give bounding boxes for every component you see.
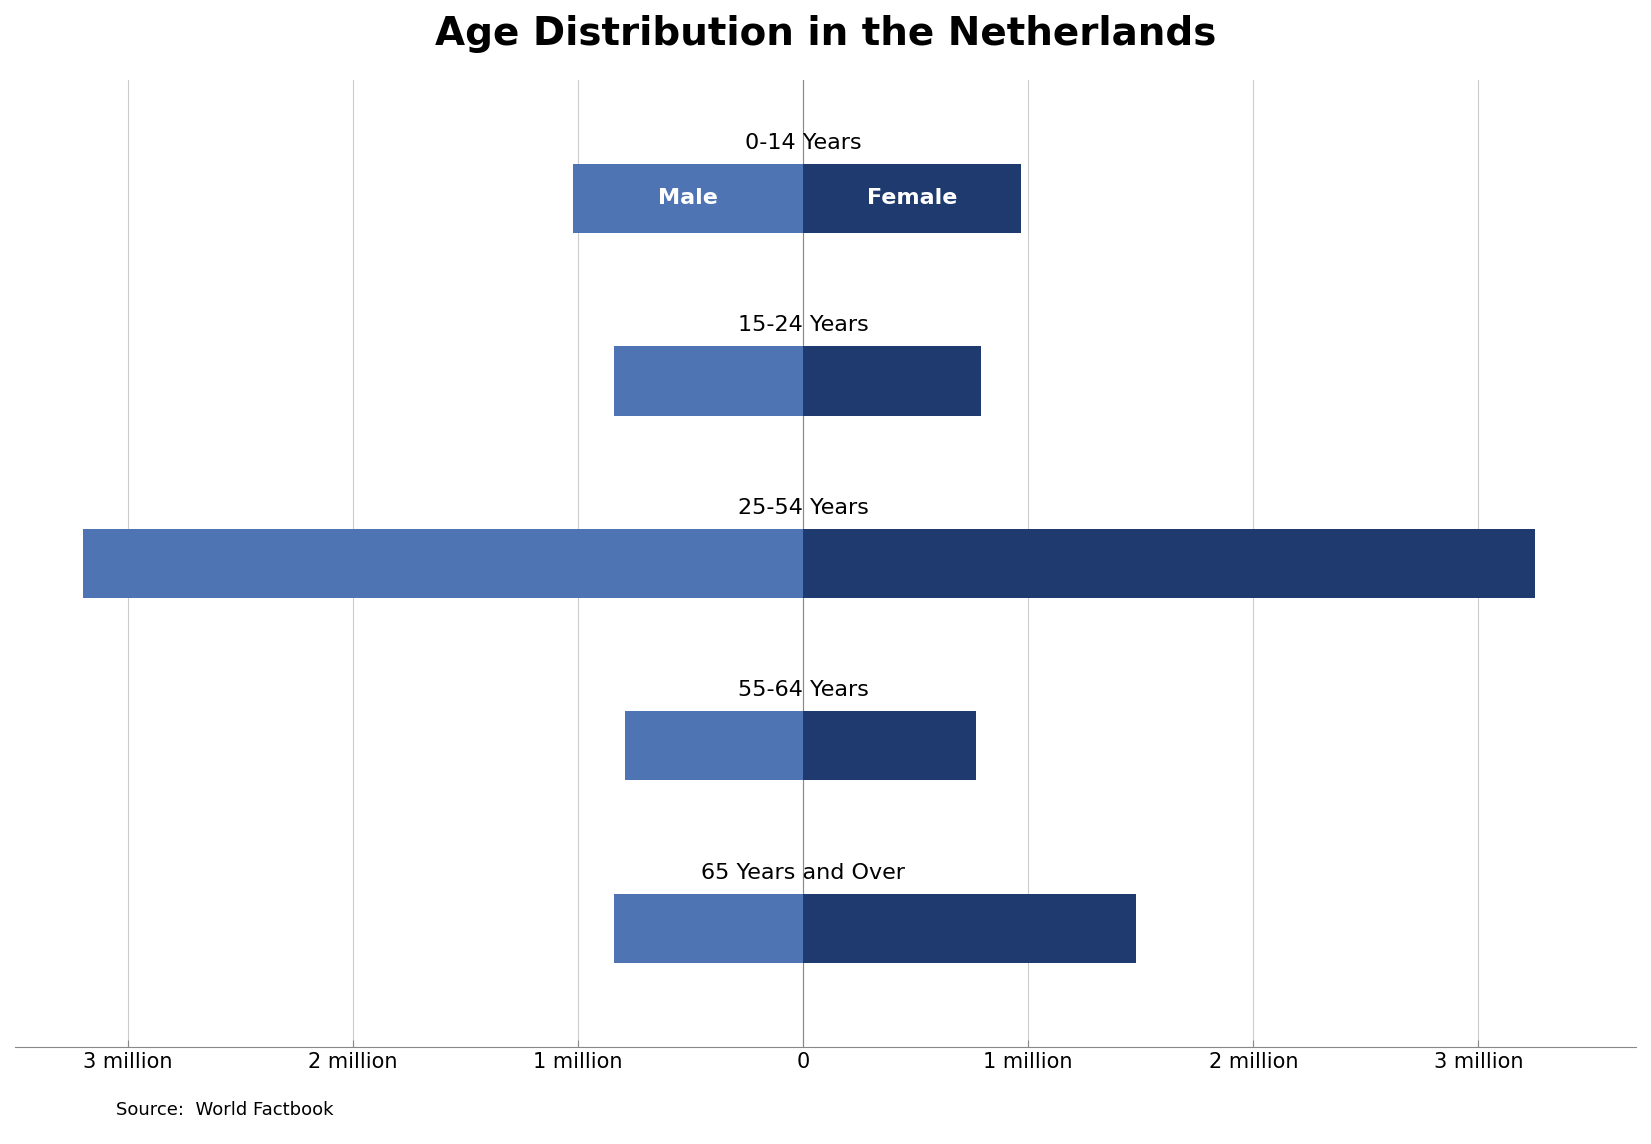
Text: 15-24 Years: 15-24 Years: [738, 316, 868, 335]
Text: Female: Female: [867, 189, 958, 208]
Text: Male: Male: [659, 189, 718, 208]
Bar: [802, 712, 976, 780]
Bar: [614, 893, 802, 963]
Bar: [626, 712, 802, 780]
Bar: [83, 529, 802, 598]
Text: 0-14 Years: 0-14 Years: [745, 133, 862, 152]
Bar: [802, 893, 1136, 963]
Bar: [802, 347, 981, 415]
Text: Source:  World Factbook: Source: World Factbook: [116, 1102, 334, 1119]
Bar: [573, 164, 802, 233]
Bar: [614, 347, 802, 415]
Text: 65 Years and Over: 65 Years and Over: [702, 863, 905, 883]
Bar: [802, 164, 1022, 233]
Text: 25-54 Years: 25-54 Years: [738, 498, 868, 518]
Text: 55-64 Years: 55-64 Years: [738, 681, 868, 700]
Bar: [802, 529, 1535, 598]
Title: Age Distribution in the Netherlands: Age Distribution in the Netherlands: [434, 15, 1217, 53]
